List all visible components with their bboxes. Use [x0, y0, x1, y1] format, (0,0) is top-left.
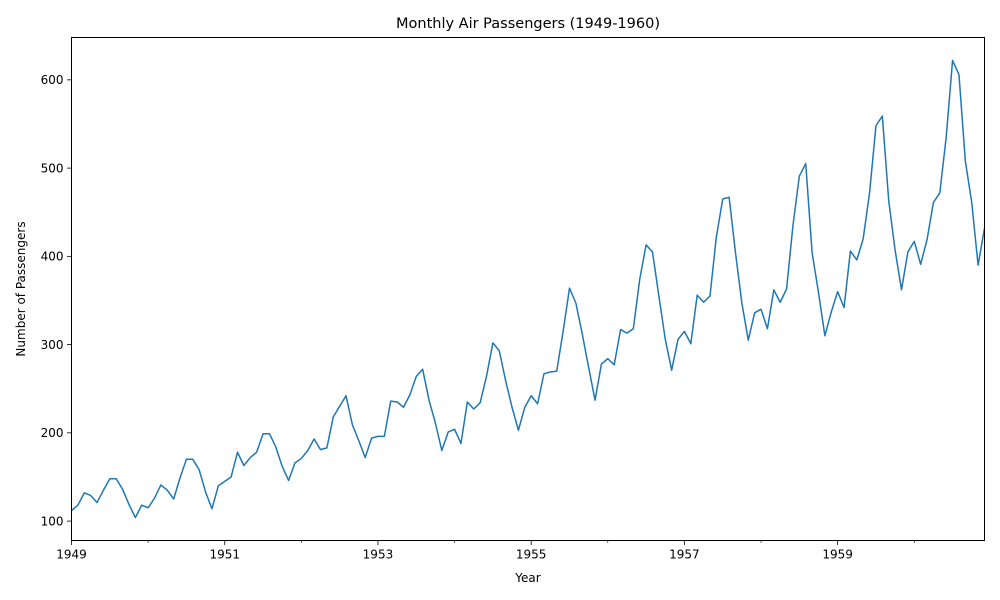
- chart-title: Monthly Air Passengers (1949-1960): [396, 16, 660, 32]
- y-axis: 100 200 300 400 500 600: [41, 73, 72, 528]
- y-tick-label: 100: [41, 514, 64, 528]
- x-tick-label: 1957: [669, 548, 700, 562]
- x-tick-label: 1951: [209, 548, 240, 562]
- plot-frame: [71, 37, 985, 541]
- x-axis: 1949 1951 1953 1955 1957 1959: [56, 540, 915, 562]
- plot-area: [71, 59, 986, 519]
- x-tick-label: 1953: [363, 548, 394, 562]
- y-tick-label: 300: [41, 338, 64, 352]
- x-tick-label: 1955: [516, 548, 547, 562]
- y-tick-label: 200: [41, 426, 64, 440]
- y-tick-label: 500: [41, 161, 64, 175]
- y-axis-label: Number of Passengers: [14, 221, 28, 356]
- y-tick-label: 400: [41, 250, 64, 264]
- y-tick-label: 600: [41, 73, 64, 87]
- x-tick-label: 1959: [822, 548, 853, 562]
- series-line-0: [71, 59, 986, 519]
- x-tick-label: 1949: [56, 548, 87, 562]
- x-axis-label: Year: [514, 571, 540, 585]
